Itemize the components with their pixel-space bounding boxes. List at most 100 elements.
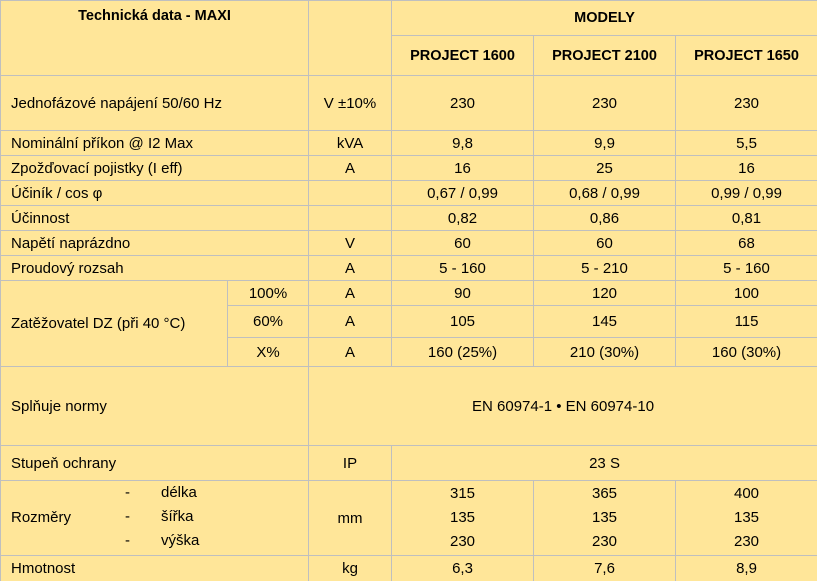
unit-cell: V xyxy=(308,230,393,256)
row-label: Hmotnost xyxy=(0,555,310,581)
dimension-value: 230 xyxy=(734,533,760,550)
unit-cell: kg xyxy=(308,555,393,581)
table-row: Napětí naprázdno V 60 60 68 xyxy=(0,230,817,256)
value-cell: 68 xyxy=(675,230,817,256)
value-cell: 5,5 xyxy=(675,130,817,156)
dimension-name: délka xyxy=(161,483,197,501)
group-header: MODELY xyxy=(391,0,817,36)
value-cell: 0,81 xyxy=(675,205,817,231)
value-cell: 120 xyxy=(533,280,677,306)
row-label: Účiník / cos φ xyxy=(0,180,310,206)
dimension-value: 315 xyxy=(450,485,476,502)
row-label: Rozměry xyxy=(11,508,72,526)
unit-cell xyxy=(308,205,393,231)
row-label-cell: Rozměry - délka - šířka - výška xyxy=(0,480,310,556)
value-cell: 6,3 xyxy=(391,555,535,581)
row-label: Proudový rozsah xyxy=(0,255,310,281)
value-cell: 5 - 160 xyxy=(675,255,817,281)
value-cell: 23 S xyxy=(391,445,817,481)
value-cell: 0,67 / 0,99 xyxy=(391,180,535,206)
value-cell: 230 xyxy=(533,75,677,131)
value-cell: 100 xyxy=(675,280,817,306)
dash: - xyxy=(125,483,130,501)
dimension-value: 230 xyxy=(450,533,476,550)
model-header: PROJECT 1600 xyxy=(391,35,535,76)
value-cell: 60 xyxy=(533,230,677,256)
table-row: 60% A 105 145 115 xyxy=(1,305,817,338)
dimension-value: 135 xyxy=(734,509,760,526)
sub-label: 60% xyxy=(226,305,310,338)
dimension-name: výška xyxy=(161,531,200,549)
model-header: PROJECT 1650 xyxy=(675,35,817,76)
unit-cell: mm xyxy=(308,480,393,556)
value-cell: 5 - 160 xyxy=(391,255,535,281)
dimension-value: 230 xyxy=(592,533,618,550)
unit-cell xyxy=(308,180,393,206)
value-cell: 115 xyxy=(675,305,817,338)
row-label: Zpožďovací pojistky (I eff) xyxy=(0,155,310,181)
model-header: PROJECT 2100 xyxy=(533,35,677,76)
row-label: Nominální příkon @ I2 Max xyxy=(0,130,310,156)
row-label: Účinnost xyxy=(0,205,310,231)
sub-label: X% xyxy=(226,337,310,367)
dimension-value: 135 xyxy=(450,509,476,526)
table-row: Proudový rozsah A 5 - 160 5 - 210 5 - 160 xyxy=(0,255,817,281)
row-label: Napětí naprázdno xyxy=(0,230,310,256)
unit-cell: A xyxy=(308,337,393,367)
dash: - xyxy=(125,531,130,549)
table-row: Rozměry - délka - šířka - výška mm 315 135 230 365 1… xyxy=(0,480,817,556)
unit-cell: A xyxy=(308,280,393,306)
table-row: Hmotnost kg 6,3 7,6 8,9 xyxy=(0,555,817,581)
dimension-value: 400 xyxy=(734,485,760,502)
table-row: Nominální příkon @ I2 Max kVA 9,8 9,9 5,5 xyxy=(0,130,817,156)
value-cell: 0,99 / 0,99 xyxy=(675,180,817,206)
value-cell: 400 135 230 xyxy=(675,480,817,556)
dimension-value: 365 xyxy=(592,485,618,502)
value-cell: 25 xyxy=(533,155,677,181)
value-cell: 160 (30%) xyxy=(675,337,817,367)
table-row: Zatěžovatel DZ (při 40 °C) 100% A 90 120 100 xyxy=(0,280,817,367)
table-row: Stupeň ochrany IP 23 S xyxy=(0,445,817,481)
value-cell: 105 xyxy=(391,305,535,338)
table-row: Jednofázové napájení 50/60 Hz V ±10% 230 23… xyxy=(0,75,817,131)
value-cell: 90 xyxy=(391,280,535,306)
row-label: Jednofázové napájení 50/60 Hz xyxy=(0,75,310,131)
dash: - xyxy=(125,507,130,525)
value-cell: 0,68 / 0,99 xyxy=(533,180,677,206)
row-label: Stupeň ochrany xyxy=(0,445,310,481)
value-cell: 16 xyxy=(675,155,817,181)
value-cell: 160 (25%) xyxy=(391,337,535,367)
table-row: Splňuje normy EN 60974-1 • EN 60974-10 xyxy=(0,366,817,446)
table-row: X% A 160 (25%) 210 (30%) 160 (30%) xyxy=(1,337,817,367)
empty-cell xyxy=(308,0,393,76)
dimension-labels: Rozměry - délka - šířka - výška xyxy=(2,482,308,555)
unit-cell: IP xyxy=(308,445,393,481)
value-cell: 365 135 230 xyxy=(533,480,677,556)
value-cell: 60 xyxy=(391,230,535,256)
unit-cell: A xyxy=(308,255,393,281)
table-title: Technická data - MAXI xyxy=(0,0,310,76)
table-row: Zpožďovací pojistky (I eff) A 16 25 16 xyxy=(0,155,817,181)
value-cell: 230 xyxy=(675,75,817,131)
value-cell: 7,6 xyxy=(533,555,677,581)
value-cell: 9,9 xyxy=(533,130,677,156)
sub-label: 100% xyxy=(226,280,310,306)
dimension-value: 135 xyxy=(592,509,618,526)
unit-cell: A xyxy=(308,155,393,181)
value-cell: 145 xyxy=(533,305,677,338)
value-cell: EN 60974-1 • EN 60974-10 xyxy=(308,366,817,446)
value-cell: 0,82 xyxy=(391,205,535,231)
value-cell: 5 - 210 xyxy=(533,255,677,281)
row-label: Zatěžovatel DZ (při 40 °C) xyxy=(0,280,228,367)
value-cell: 210 (30%) xyxy=(533,337,677,367)
table-row: Účiník / cos φ 0,67 / 0,99 0,68 / 0,99 0,99… xyxy=(0,180,817,206)
value-cell: 230 xyxy=(391,75,535,131)
unit-cell: A xyxy=(308,305,393,338)
value-cell: 8,9 xyxy=(675,555,817,581)
value-cell: 315 135 230 xyxy=(391,480,535,556)
value-cell: 16 xyxy=(391,155,535,181)
value-cell: 0,86 xyxy=(533,205,677,231)
